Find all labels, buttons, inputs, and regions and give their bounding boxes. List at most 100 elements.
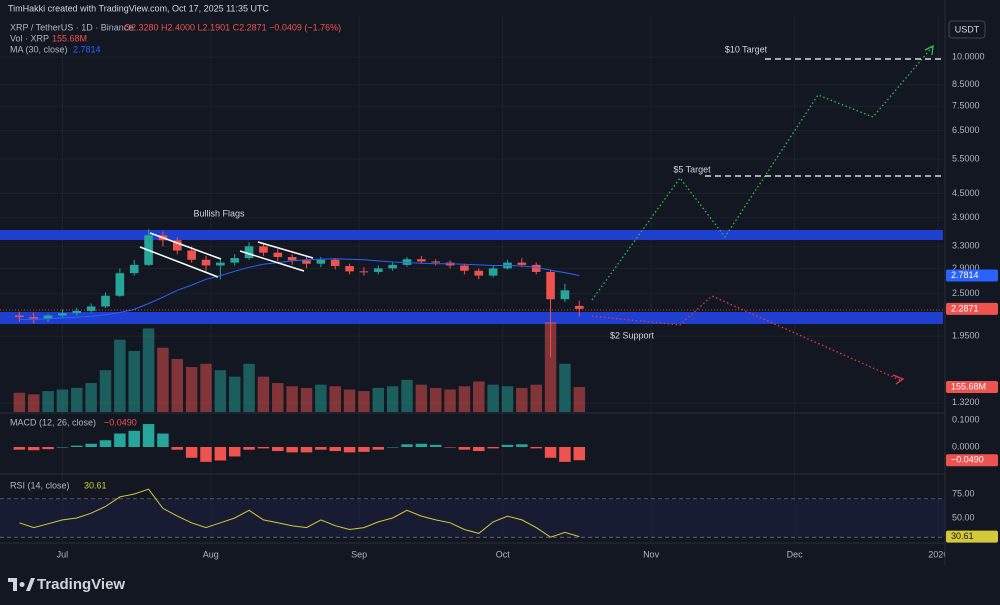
candle-body: [43, 315, 53, 319]
macd-bar: [559, 446, 571, 462]
candle-body: [15, 315, 24, 318]
candle-body: [531, 264, 541, 272]
volume-bar: [243, 363, 255, 412]
macd-bar: [544, 446, 557, 458]
macd-bar: [372, 446, 385, 450]
candle-body: [86, 306, 96, 311]
macd-tick-label: 0.0000: [952, 441, 980, 451]
symbol: XRP / TetherUS · 1D · Binance: [10, 22, 133, 32]
volume-bar: [401, 379, 413, 412]
support-zone: [0, 312, 943, 324]
candle-body: [316, 259, 326, 264]
x-tick-label: Jul: [57, 549, 69, 559]
indicators: [0, 419, 949, 538]
annotation: $10 Target: [725, 44, 768, 54]
candle-body: [287, 256, 297, 261]
candle-body: [546, 271, 555, 300]
y-tick-label: 2.9000: [952, 263, 980, 273]
volume-bar: [157, 347, 169, 412]
volume-bar: [99, 370, 112, 412]
x-tick-label: Oct: [496, 549, 511, 559]
macd-bar: [56, 446, 69, 448]
last-value-label: 30.61: [951, 531, 974, 541]
last-value-tag: [946, 302, 998, 315]
volume-bar: [315, 384, 327, 412]
volume-legend: Vol · XRP: [10, 33, 49, 43]
x-tick-label: Dec: [787, 549, 804, 559]
volume-bar: [228, 376, 241, 412]
macd-bar: [358, 446, 370, 452]
candles-layer: [15, 229, 584, 358]
macd-bar: [257, 446, 270, 449]
macd-bar: [13, 446, 26, 450]
price-axis: [945, 0, 1000, 565]
volume-legend-value: 155.68M: [52, 33, 87, 43]
y-tick-label: 1.9500: [952, 330, 980, 340]
y-tick-label: 6.5000: [952, 125, 980, 135]
ma-legend: MA (30, close): [10, 44, 68, 54]
candle-body: [216, 262, 225, 266]
macd-bar: [315, 446, 327, 450]
source: TimHakki created with TradingView.com, O…: [8, 3, 269, 13]
volume-bar: [473, 381, 485, 412]
currency[interactable]: USDT: [955, 24, 980, 34]
macd-tick-label: 0.1000: [952, 414, 980, 424]
y-tick-label: 1.3200: [952, 397, 980, 407]
x-tick-label: Sep: [351, 549, 367, 559]
volume-bar: [516, 387, 528, 412]
volume-bar: [200, 363, 212, 412]
volume-bar: [214, 370, 227, 412]
macd-bar: [200, 446, 212, 462]
candle-body: [115, 273, 125, 296]
macd-bar: [516, 444, 528, 447]
last-value-label: 155.68M: [951, 381, 986, 391]
volume-bar: [185, 366, 198, 412]
macd-bar: [228, 446, 241, 457]
candle-body: [330, 259, 340, 267]
volume-bar: [372, 387, 385, 412]
volume-bar: [71, 387, 83, 412]
macd-bar: [128, 430, 140, 447]
volume-bar: [114, 339, 126, 412]
annotation: Bullish Flags: [193, 208, 245, 218]
macd-bar: [142, 424, 155, 447]
grid: Jul Aug Sep Oct Nov Dec 2026: [0, 15, 948, 559]
candle-body: [29, 317, 39, 319]
candle-body: [359, 271, 369, 273]
volume-bar: [128, 350, 140, 412]
macd-bar: [85, 443, 97, 447]
last-value-label: −0.0490: [951, 455, 984, 465]
volume-bar: [458, 386, 471, 412]
last-value-tag: [946, 530, 998, 543]
rsi-legend: RSI (14, close): [10, 480, 70, 490]
candle-body: [201, 259, 211, 266]
last-value-tag: [946, 454, 998, 467]
volume-bar: [272, 383, 284, 412]
y-tick-label: 2.5000: [952, 288, 980, 298]
axis-labels: 10.0000 8.5000 7.5000 6.5000 5.5000 4.5000 3.9…: [946, 52, 998, 543]
candle-body: [488, 268, 498, 276]
bear-projection: [591, 295, 901, 381]
macd-bar: [286, 446, 298, 453]
candle-body: [187, 250, 196, 260]
resistance-zone: [0, 230, 943, 240]
candle-body: [417, 259, 426, 262]
macd-bar: [473, 446, 485, 452]
flag-line: [139, 246, 219, 278]
last-value-label: 2.7814: [951, 270, 979, 280]
candle-body: [302, 260, 311, 264]
candle-body: [129, 264, 139, 274]
volume-bar: [300, 387, 313, 412]
candle-body: [460, 265, 469, 271]
macd-bar: [42, 446, 54, 450]
macd-bar: [27, 446, 40, 451]
candle-body: [373, 268, 383, 272]
y-tick-label: 3.3000: [952, 241, 980, 251]
currency-button[interactable]: [948, 20, 986, 39]
x-tick-label: Nov: [643, 549, 660, 559]
macd-bar: [401, 444, 413, 447]
y-tick-label: 4.5000: [952, 188, 980, 198]
volume-bar: [415, 384, 428, 412]
macd-bar: [573, 446, 586, 461]
candle-body: [101, 295, 110, 307]
